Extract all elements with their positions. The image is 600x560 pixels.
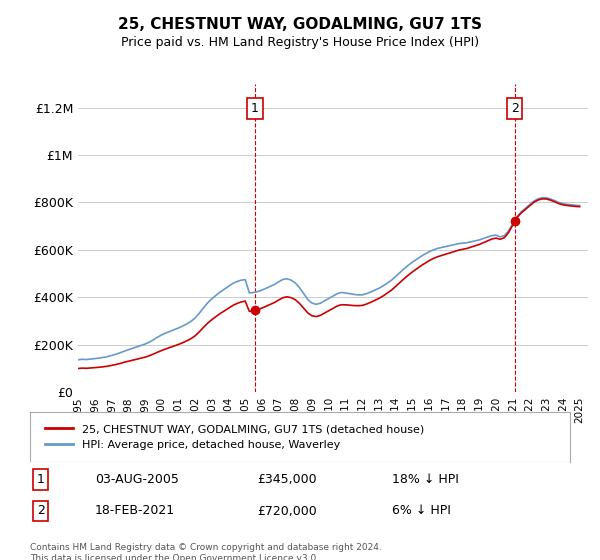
Text: 2: 2	[37, 505, 45, 517]
Legend: 25, CHESTNUT WAY, GODALMING, GU7 1TS (detached house), HPI: Average price, detac: 25, CHESTNUT WAY, GODALMING, GU7 1TS (de…	[41, 419, 429, 454]
Text: 25, CHESTNUT WAY, GODALMING, GU7 1TS: 25, CHESTNUT WAY, GODALMING, GU7 1TS	[118, 17, 482, 32]
Text: 18-FEB-2021: 18-FEB-2021	[95, 505, 175, 517]
Text: £720,000: £720,000	[257, 505, 317, 517]
Text: 18% ↓ HPI: 18% ↓ HPI	[392, 473, 458, 486]
Text: £345,000: £345,000	[257, 473, 316, 486]
Text: Contains HM Land Registry data © Crown copyright and database right 2024.
This d: Contains HM Land Registry data © Crown c…	[30, 543, 382, 560]
Text: 2: 2	[511, 102, 518, 115]
Text: Price paid vs. HM Land Registry's House Price Index (HPI): Price paid vs. HM Land Registry's House …	[121, 36, 479, 49]
Text: 6% ↓ HPI: 6% ↓ HPI	[392, 505, 451, 517]
Text: 1: 1	[37, 473, 45, 486]
Text: 03-AUG-2005: 03-AUG-2005	[95, 473, 179, 486]
Text: 1: 1	[251, 102, 259, 115]
